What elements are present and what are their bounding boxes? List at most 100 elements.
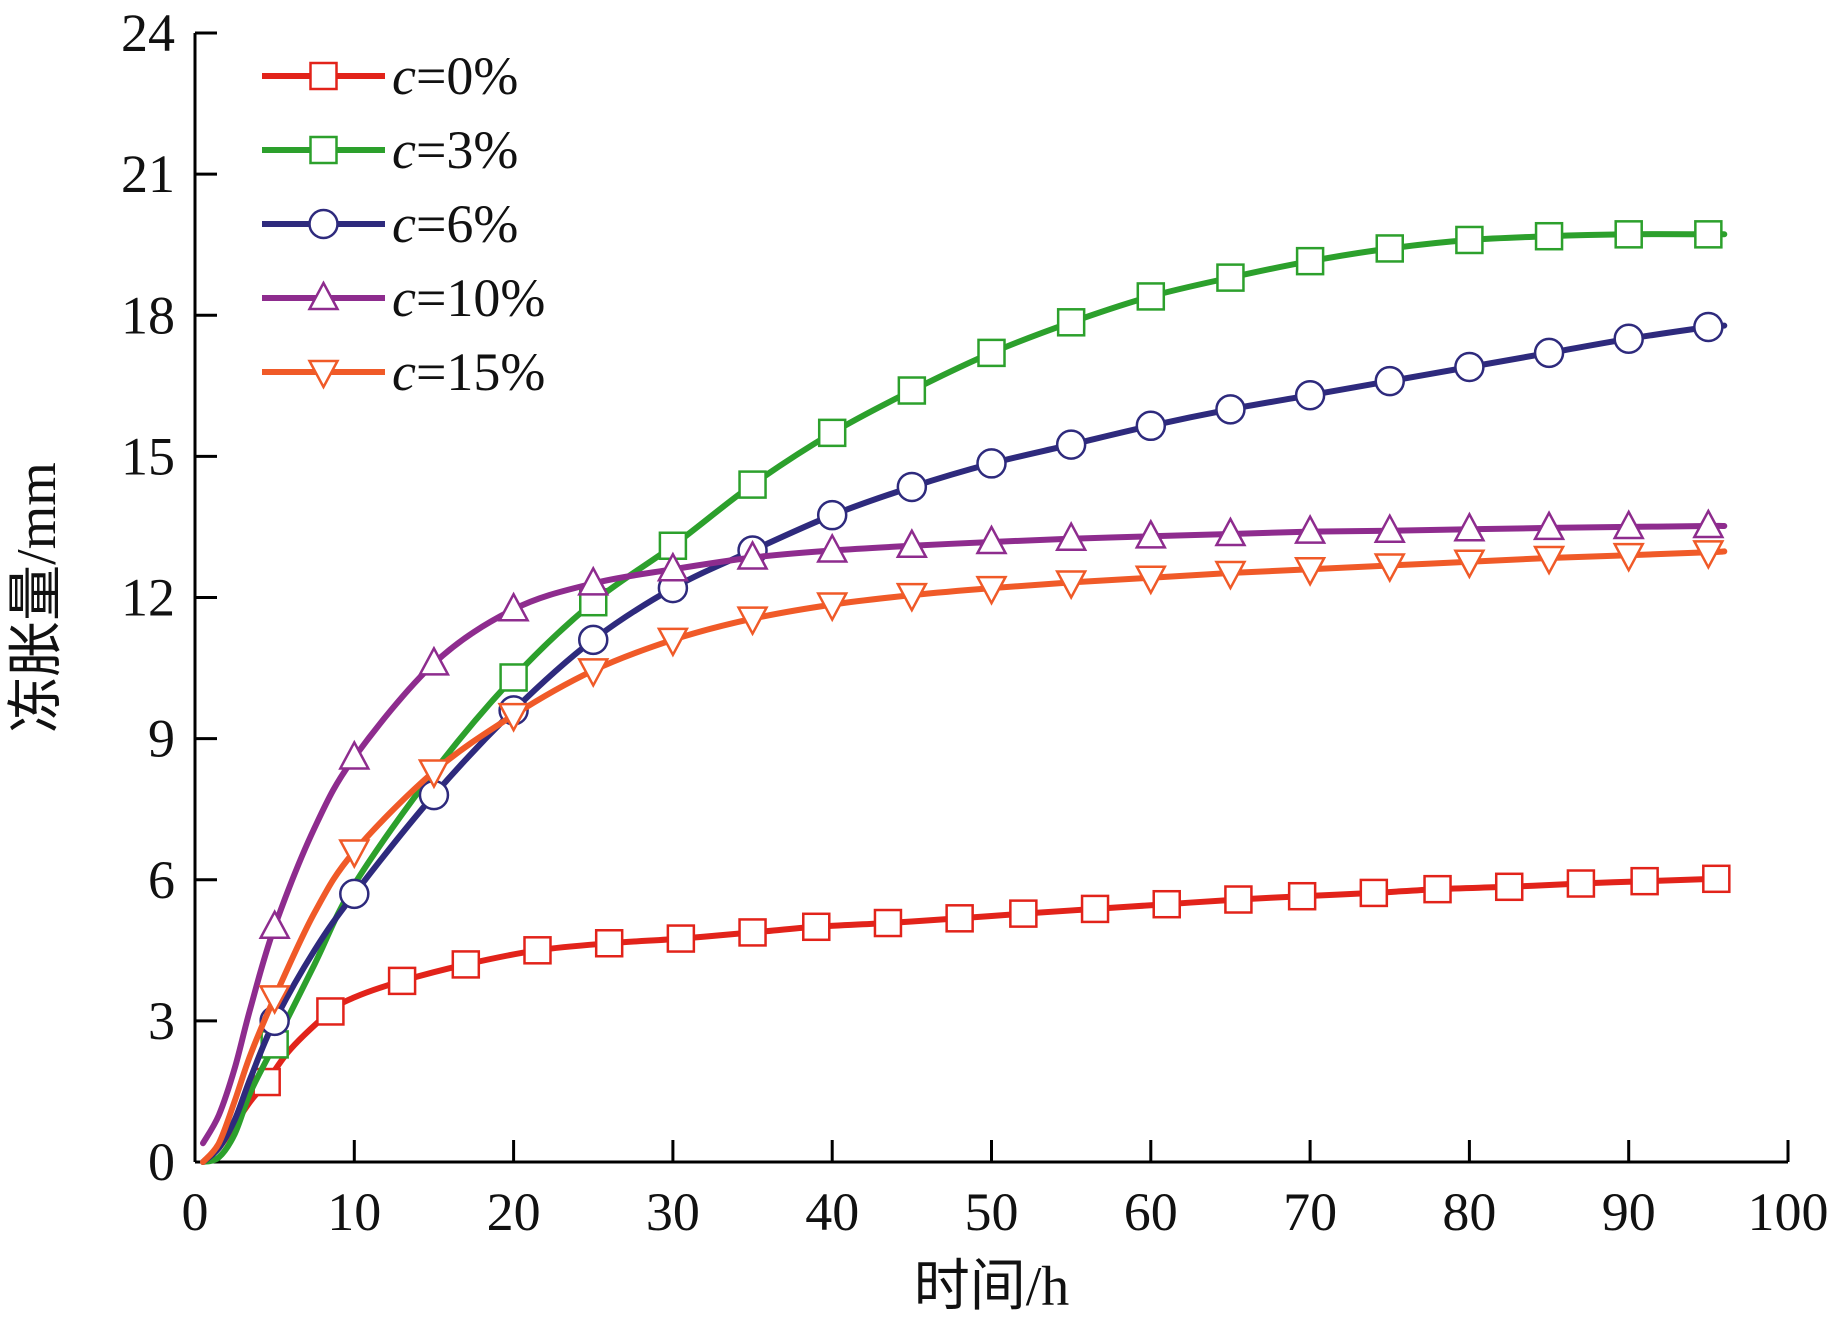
y-tick-label: 24 xyxy=(121,3,175,63)
legend-item-3: c=10% xyxy=(262,268,545,328)
data-point-square xyxy=(1566,869,1596,898)
y-tick-label: 9 xyxy=(148,709,175,769)
data-point-circle xyxy=(816,499,848,531)
data-point-triangle-down xyxy=(1373,553,1406,584)
x-tick-label: 60 xyxy=(1124,1182,1178,1242)
legend-label-var: c xyxy=(392,342,416,402)
data-point-square xyxy=(1694,220,1723,249)
data-point-circle xyxy=(1454,351,1485,383)
y-tick-label: 3 xyxy=(148,991,175,1051)
data-point-triangle-down xyxy=(497,702,530,733)
data-point-square xyxy=(1295,246,1325,276)
data-point-square xyxy=(977,338,1006,368)
data-point-triangle-up xyxy=(736,539,769,570)
data-point-square xyxy=(1614,220,1643,249)
data-point-triangle-down xyxy=(1214,560,1247,591)
data-point-triangle-up xyxy=(338,739,371,770)
data-point-circle xyxy=(1294,379,1326,411)
data-point-square xyxy=(666,924,696,953)
legend-label: c=6% xyxy=(392,194,518,254)
data-point-triangle-down xyxy=(1453,549,1486,580)
data-point-triangle-down xyxy=(338,839,371,870)
data-point-triangle-up xyxy=(417,645,451,676)
data-point-square xyxy=(309,135,338,165)
series-2 xyxy=(200,311,1728,1165)
legend: c=0%c=3%c=6%c=10%c=15% xyxy=(262,46,545,402)
data-point-triangle-up xyxy=(1055,521,1088,551)
legend-label-var: c xyxy=(392,120,416,180)
legend-label-rest: =15% xyxy=(416,342,545,402)
data-point-square xyxy=(1494,872,1524,902)
data-point-square xyxy=(594,929,624,958)
y-tick-label: 18 xyxy=(121,285,175,345)
data-point-triangle-up xyxy=(1214,516,1247,547)
plot-axes: 0 10 20 30 40 50 60 70 80 90 100 0 3 6 9 12 15 18 21 24 xyxy=(121,3,1829,1242)
data-point-triangle-up xyxy=(816,532,849,563)
data-point-triangle-up xyxy=(1692,508,1725,539)
data-point-circle xyxy=(1693,311,1724,343)
data-point-triangle-down xyxy=(736,606,769,637)
data-point-square xyxy=(451,950,481,979)
data-point-triangle-down xyxy=(895,582,928,613)
data-point-square xyxy=(499,663,528,692)
x-tick-label: 100 xyxy=(1748,1182,1829,1242)
x-axis-title: 时间/h xyxy=(914,1256,1070,1318)
data-point-circle xyxy=(578,624,609,656)
data-point-triangle-down xyxy=(258,985,291,1015)
data-point-triangle-up xyxy=(656,551,689,582)
series-3 xyxy=(200,508,1728,1147)
data-point-triangle-down xyxy=(816,592,849,623)
series-line xyxy=(200,548,1728,1165)
data-point-triangle-up xyxy=(895,528,928,559)
x-tick-label: 50 xyxy=(965,1182,1019,1242)
data-point-circle xyxy=(1533,337,1565,369)
data-point-square xyxy=(309,61,338,91)
data-point-triangle-down xyxy=(307,359,340,390)
data-point-triangle-down xyxy=(1612,542,1645,573)
legend-item-1: c=3% xyxy=(262,120,518,180)
y-tick-label: 15 xyxy=(121,426,175,486)
legend-label-rest: =6% xyxy=(416,194,518,254)
legend-label: c=15% xyxy=(392,342,545,402)
series-line xyxy=(200,322,1728,1165)
data-point-triangle-down xyxy=(1692,540,1725,570)
data-point-circle xyxy=(1374,365,1405,397)
data-point-square xyxy=(1702,864,1731,894)
x-tick-label: 20 xyxy=(487,1182,541,1242)
data-point-circle xyxy=(976,448,1007,479)
y-tick-label: 6 xyxy=(148,850,175,910)
data-point-circle xyxy=(1135,410,1167,442)
legend-label-rest: =0% xyxy=(416,46,518,106)
data-point-square xyxy=(1455,225,1484,255)
data-point-square xyxy=(738,918,767,947)
y-axis-title: 冻胀量/mm xyxy=(6,462,68,733)
x-tick-label: 0 xyxy=(182,1182,209,1242)
data-point-triangle-down xyxy=(656,627,689,658)
y-tick-label: 0 xyxy=(148,1132,175,1192)
data-point-triangle-up xyxy=(258,909,291,940)
series-line xyxy=(200,522,1728,1147)
x-tick-label: 40 xyxy=(805,1182,859,1242)
x-tick-label: 30 xyxy=(646,1182,700,1242)
data-point-square xyxy=(817,418,847,448)
data-point-triangle-down xyxy=(1055,570,1088,601)
data-point-circle xyxy=(308,208,339,240)
data-point-circle xyxy=(1055,429,1087,460)
data-point-triangle-up xyxy=(1373,513,1406,543)
data-point-triangle-down xyxy=(975,575,1008,606)
y-tick-label: 12 xyxy=(121,568,175,628)
data-point-circle xyxy=(339,878,370,910)
legend-label-var: c xyxy=(392,194,416,254)
x-tick-label: 10 xyxy=(327,1182,381,1242)
y-tick-label: 21 xyxy=(121,144,175,204)
data-point-triangle-down xyxy=(577,658,610,689)
legend-label-rest: =10% xyxy=(416,268,545,328)
data-point-triangle-up xyxy=(975,524,1008,555)
x-tick-label: 70 xyxy=(1283,1182,1337,1242)
legend-label-var: c xyxy=(392,268,416,328)
data-point-triangle-up xyxy=(1612,509,1645,540)
series-4 xyxy=(200,540,1728,1165)
legend-label: c=10% xyxy=(392,268,545,328)
series-layer xyxy=(200,220,1731,1165)
data-point-square xyxy=(1224,885,1253,914)
